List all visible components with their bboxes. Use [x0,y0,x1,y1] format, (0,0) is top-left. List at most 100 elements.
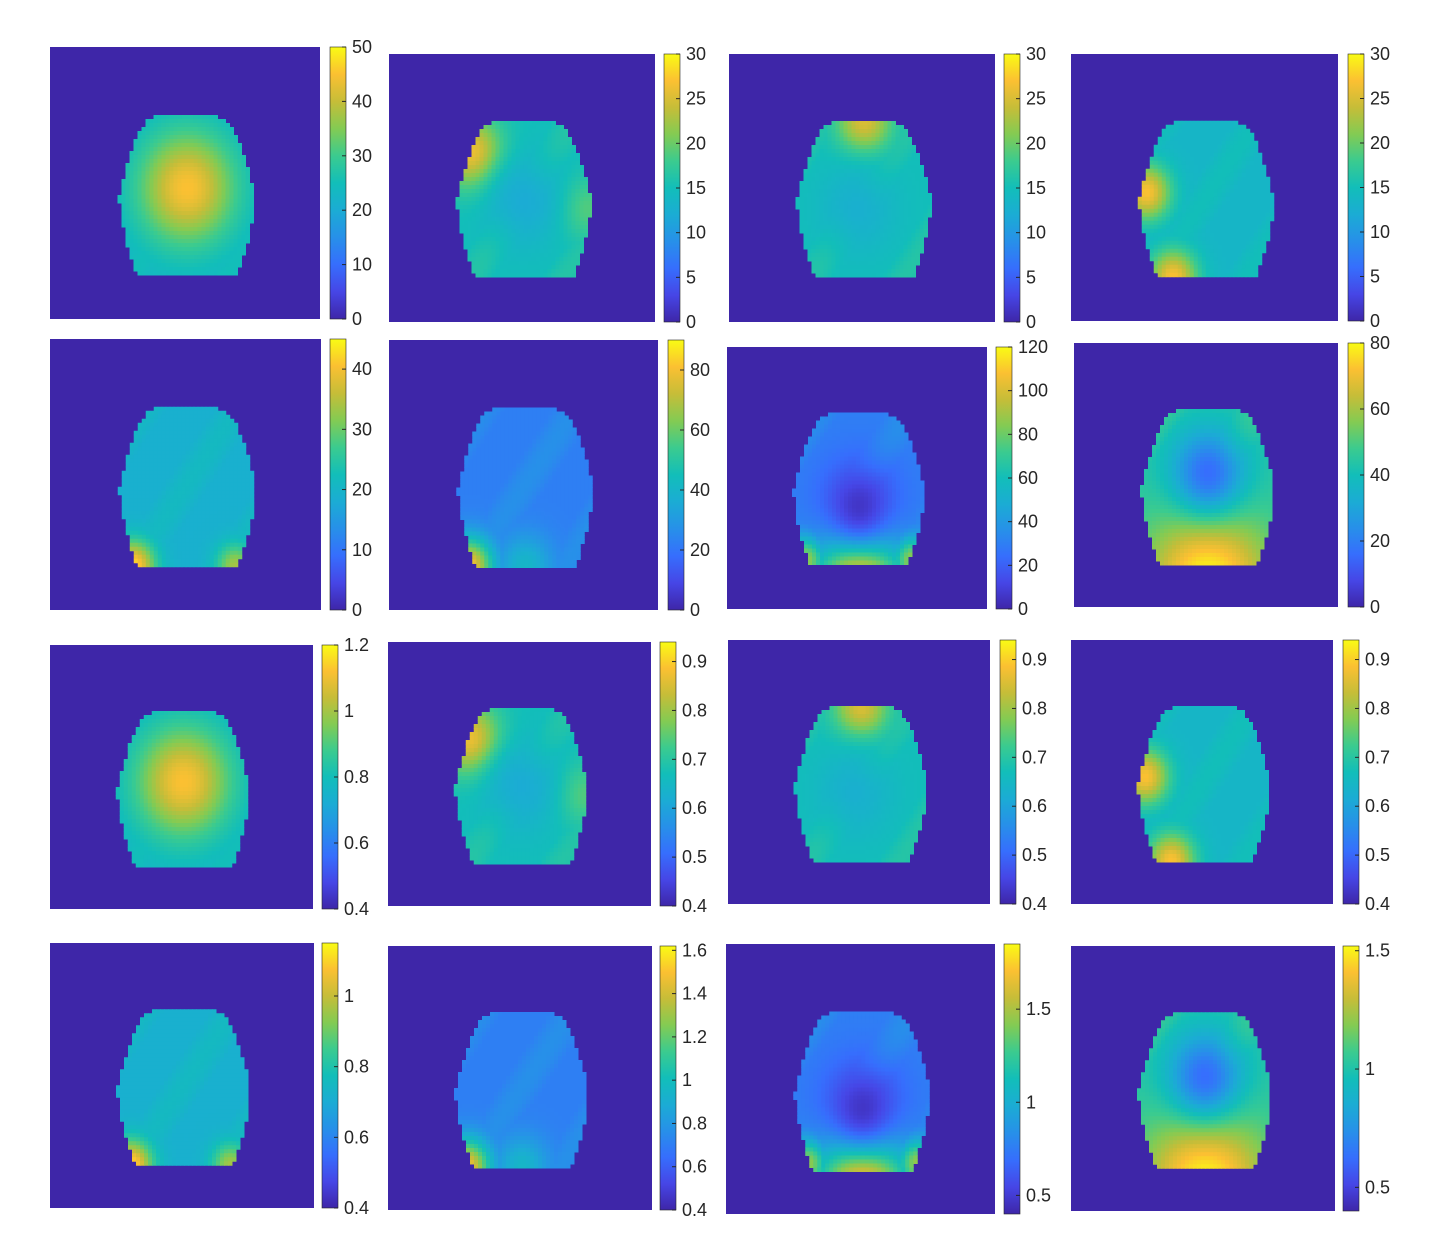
colorbar-tick-label: 40 [1370,465,1390,485]
colorbar-tick-label: 0.5 [1022,845,1047,865]
colorbar-tick-label: 0.8 [1365,698,1390,718]
colorbar-tick-label: 0.6 [344,833,369,853]
colorbar-tick-label: 20 [352,200,372,220]
colorbar-tick-label: 10 [686,223,706,243]
colorbar-tick-label: 1 [1365,1059,1375,1079]
head-map [792,412,925,565]
colorbar-tick-label: 15 [686,178,706,198]
colorbar-tick-label: 0.5 [1365,1177,1390,1197]
colorbar-tick-label: 0 [352,600,362,620]
colorbar-tick-label: 0.7 [1022,747,1047,767]
head-map [117,406,255,568]
colorbar-tick-label: 20 [686,133,706,153]
colorbar-tick-label: 1 [344,701,354,721]
colorbar-tick-label: 10 [352,540,372,560]
colorbar-tick-label: 0 [352,309,362,329]
colorbar-tick-label: 60 [1370,399,1390,419]
colorbar-tick-label: 0.6 [682,798,707,818]
colorbar-tick-label: 0.8 [682,1113,707,1133]
colorbar-tick-label: 20 [1026,133,1046,153]
colorbar-tick-label: 0.9 [682,652,707,672]
colorbar-tick-label: 0.6 [682,1157,707,1177]
head-map [1137,120,1275,278]
colorbar-tick-label: 20 [352,480,372,500]
colorbar-tick-label: 0 [1026,312,1036,332]
colorbar [329,338,347,611]
colorbar [659,641,677,907]
colorbar-tick-label: 1.5 [1365,941,1390,961]
colorbar-tick-label: 40 [352,359,372,379]
colorbar-tick-label: 0 [1370,311,1380,331]
colorbar-tick-label: 1.4 [682,984,707,1004]
colorbar-tick-label: 25 [686,89,706,109]
colorbar-tick-label: 0.4 [1022,894,1047,914]
colorbar-tick-label: 0.5 [682,847,707,867]
head-map [117,115,254,276]
colorbar-tick-label: 0.8 [344,767,369,787]
colorbar-tick-label: 15 [1026,178,1046,198]
colorbar-tick-label: 1 [344,986,354,1006]
colorbar-tick-label: 0.9 [1022,650,1047,670]
colorbar-tick-label: 40 [352,91,372,111]
colorbar-tick-label: 0.6 [1022,796,1047,816]
colorbar [659,945,677,1211]
colorbar-tick-label: 1 [682,1070,692,1090]
colorbar-tick-label: 80 [1018,424,1038,444]
colorbar-tick-label: 60 [690,420,710,440]
colorbar-tick-label: 0.4 [682,1200,707,1220]
colorbar-tick-label: 20 [1370,531,1390,551]
colorbar-tick-label: 0.8 [682,700,707,720]
head-map [1140,409,1273,566]
colorbar-tick-label: 80 [690,360,710,380]
colorbar-tick-label: 40 [1018,512,1038,532]
colorbar [1342,945,1360,1212]
colorbar-tick-label: 10 [1026,223,1046,243]
colorbar-tick-label: 40 [690,480,710,500]
head-map [795,121,932,278]
colorbar-tick-label: 0.4 [682,896,707,916]
colorbar-tick-label: 0 [686,312,696,332]
colorbar-tick-label: 1.5 [1026,999,1051,1019]
colorbar-tick-label: 0.4 [344,899,369,919]
colorbar-tick-label: 5 [686,267,696,287]
colorbar-tick-label: 0.8 [344,1057,369,1077]
colorbar [321,942,339,1209]
head-map [115,711,249,868]
head-map [456,407,593,568]
head-map [793,1011,930,1172]
colorbar-tick-label: 0.9 [1365,650,1390,670]
colorbar-tick-label: 80 [1370,333,1390,353]
colorbar-tick-label: 5 [1026,267,1036,287]
colorbar-tick-label: 20 [1370,133,1390,153]
colorbar-tick-label: 0.6 [1365,796,1390,816]
colorbar-tick-label: 120 [1018,337,1048,357]
colorbar [1003,943,1021,1215]
colorbar-tick-label: 30 [352,419,372,439]
colorbar-tick-label: 30 [686,44,706,64]
colorbar-tick-label: 25 [1026,89,1046,109]
colorbar-tick-label: 25 [1370,89,1390,109]
colorbar-tick-label: 0.5 [1365,845,1390,865]
colorbar-tick-label: 20 [690,540,710,560]
colorbar-tick-label: 0.7 [1365,747,1390,767]
colorbar-tick-label: 0.5 [1026,1185,1051,1205]
colorbar-tick-label: 5 [1370,267,1380,287]
colorbar-tick-label: 0.8 [1022,698,1047,718]
head-map [116,1009,249,1166]
colorbar-tick-label: 60 [1018,468,1038,488]
